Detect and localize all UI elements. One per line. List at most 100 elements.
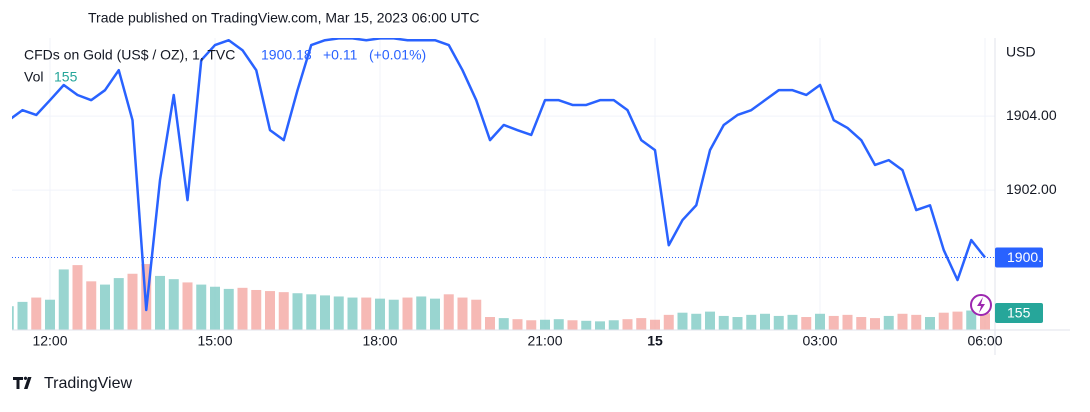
volume-bar xyxy=(553,319,564,330)
volume-bar xyxy=(952,311,963,330)
volume-bar xyxy=(223,288,234,330)
volume-bar xyxy=(815,313,825,330)
volume-bar xyxy=(760,313,770,330)
event-icon-bolt xyxy=(977,297,985,313)
volume-bar xyxy=(705,311,715,330)
price-line xyxy=(12,38,986,312)
volume-label: 155 xyxy=(1007,305,1031,321)
volume-bar xyxy=(856,317,867,330)
volume-bar xyxy=(498,318,509,330)
volume-bar xyxy=(402,297,413,330)
volume-bar xyxy=(430,298,440,330)
legend-change-percent: (+0.01%) xyxy=(369,47,426,63)
volume-bar xyxy=(540,319,550,330)
volume-bar xyxy=(512,319,523,330)
x-tick-label: 15:00 xyxy=(197,333,232,349)
volume-bar xyxy=(347,297,358,330)
volume-bar xyxy=(773,315,784,330)
volume-bar xyxy=(828,315,839,330)
volume-bar xyxy=(677,312,688,330)
volume-bar xyxy=(787,314,798,330)
legend-volume-value: 155 xyxy=(54,69,78,85)
volume-bar xyxy=(278,292,289,330)
volume-bar xyxy=(375,298,385,330)
volume-bar xyxy=(113,278,124,330)
x-tick-label: 06:00 xyxy=(967,333,1002,349)
volume-bar xyxy=(567,320,578,330)
volume-bar xyxy=(210,286,220,330)
volume-bar xyxy=(251,289,262,330)
volume-bar xyxy=(443,294,454,330)
volume-bar xyxy=(196,284,207,330)
volume-bar xyxy=(100,284,110,330)
volume-bar xyxy=(526,320,537,330)
currency-label: USD xyxy=(1006,44,1036,60)
volume-bar xyxy=(31,297,42,330)
volume-bar xyxy=(581,320,592,330)
legend-price: 1900.18 xyxy=(261,47,312,63)
volume-label-box xyxy=(995,303,1043,323)
volume-bar xyxy=(333,296,344,330)
legend-symbol: CFDs on Gold (US$ / OZ), 1, TVC xyxy=(24,47,235,63)
volume-bar xyxy=(897,313,908,330)
brand-logo: TradingView xyxy=(13,375,132,392)
volume-bar xyxy=(12,306,14,330)
volume-bar xyxy=(237,287,248,330)
volume-bar xyxy=(361,297,372,330)
volume-bar xyxy=(45,299,55,330)
volume-bar xyxy=(911,314,922,330)
volume-bar xyxy=(265,291,275,330)
x-tick-label: 03:00 xyxy=(802,333,837,349)
volume-bar xyxy=(155,275,165,330)
volume-bar xyxy=(320,295,330,330)
price-label: 1900.18 xyxy=(1007,249,1058,265)
volume-bar xyxy=(732,317,743,330)
volume-bar xyxy=(58,269,69,330)
y-tick-label: 1902.00 xyxy=(1006,181,1057,197)
volume-bar xyxy=(471,299,482,330)
volume-bar xyxy=(416,296,427,330)
brand-name: TradingView xyxy=(44,375,132,392)
x-tick-label: 21:00 xyxy=(527,333,562,349)
volume-bar xyxy=(870,318,880,330)
volume-bar xyxy=(127,273,138,330)
volume-bar xyxy=(718,315,729,330)
volume-bar xyxy=(966,310,977,330)
volume-bar xyxy=(182,282,193,330)
volume-bar xyxy=(72,265,83,330)
volume-bar xyxy=(168,279,179,330)
volume-bar xyxy=(980,313,990,330)
volume-bar xyxy=(746,314,757,330)
volume-bar xyxy=(292,293,303,330)
plot-area xyxy=(12,38,995,330)
legend-change: +0.11 xyxy=(323,47,358,63)
volume-bar xyxy=(86,281,97,330)
x-tick-label: 12:00 xyxy=(32,333,67,349)
chart-title: Trade published on TradingView.com, Mar … xyxy=(88,10,479,26)
volume-bar xyxy=(388,299,399,330)
volume-bar xyxy=(595,321,605,330)
volume-bar xyxy=(485,317,495,330)
volume-bar xyxy=(457,297,468,330)
legend-volume: Vol xyxy=(24,69,43,85)
price-label-box xyxy=(995,247,1043,268)
overlay: 1900.18 155 xyxy=(970,247,1058,323)
volume-bar xyxy=(801,317,812,330)
volume-bar xyxy=(17,301,28,330)
volume-bar xyxy=(691,313,702,330)
volume-bar xyxy=(622,319,633,330)
volume-bar xyxy=(636,318,647,330)
volume-bar xyxy=(883,315,894,330)
x-tick-label: 15 xyxy=(647,333,663,349)
volume-bar xyxy=(925,317,935,330)
volume-bar xyxy=(650,319,660,330)
volume-bar xyxy=(608,320,619,330)
y-tick-label: 1904.00 xyxy=(1006,107,1057,123)
volume-bar xyxy=(842,314,853,330)
volume-bar xyxy=(663,314,674,330)
volume-bar xyxy=(306,294,317,330)
x-tick-label: 18:00 xyxy=(362,333,397,349)
volume-bar xyxy=(938,312,949,330)
